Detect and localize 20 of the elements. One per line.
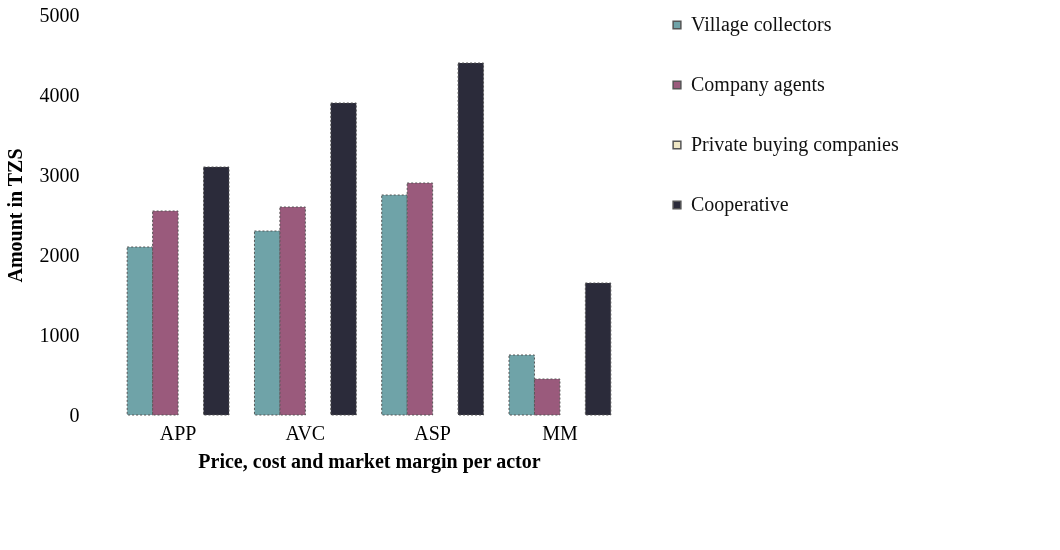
x-tick-label: APP: [159, 421, 197, 444]
x-tick-label: AVC: [285, 421, 326, 444]
y-tick-label: 2000: [39, 243, 80, 266]
y-tick-label: 0: [69, 403, 80, 426]
y-tick-label: 4000: [39, 83, 80, 106]
y-tick-label: 1000: [39, 323, 80, 346]
x-tick-label: ASP: [414, 421, 451, 444]
bar: [584, 282, 612, 416]
legend-label: Company agents: [691, 73, 826, 96]
bar: [457, 62, 485, 416]
y-axis-title: Amount in TZS: [3, 148, 26, 283]
y-tick-label: 3000: [39, 163, 80, 186]
x-axis-title: Price, cost and market margin per actor: [198, 449, 541, 473]
legend-label: Village collectors: [691, 13, 832, 36]
y-tick-label: 5000: [39, 3, 80, 26]
x-tick-label: MM: [542, 421, 578, 444]
bar: [330, 102, 357, 416]
legend-label: Private buying companies: [691, 133, 899, 156]
legend-label: Cooperative: [691, 193, 789, 216]
bar: [203, 166, 230, 416]
